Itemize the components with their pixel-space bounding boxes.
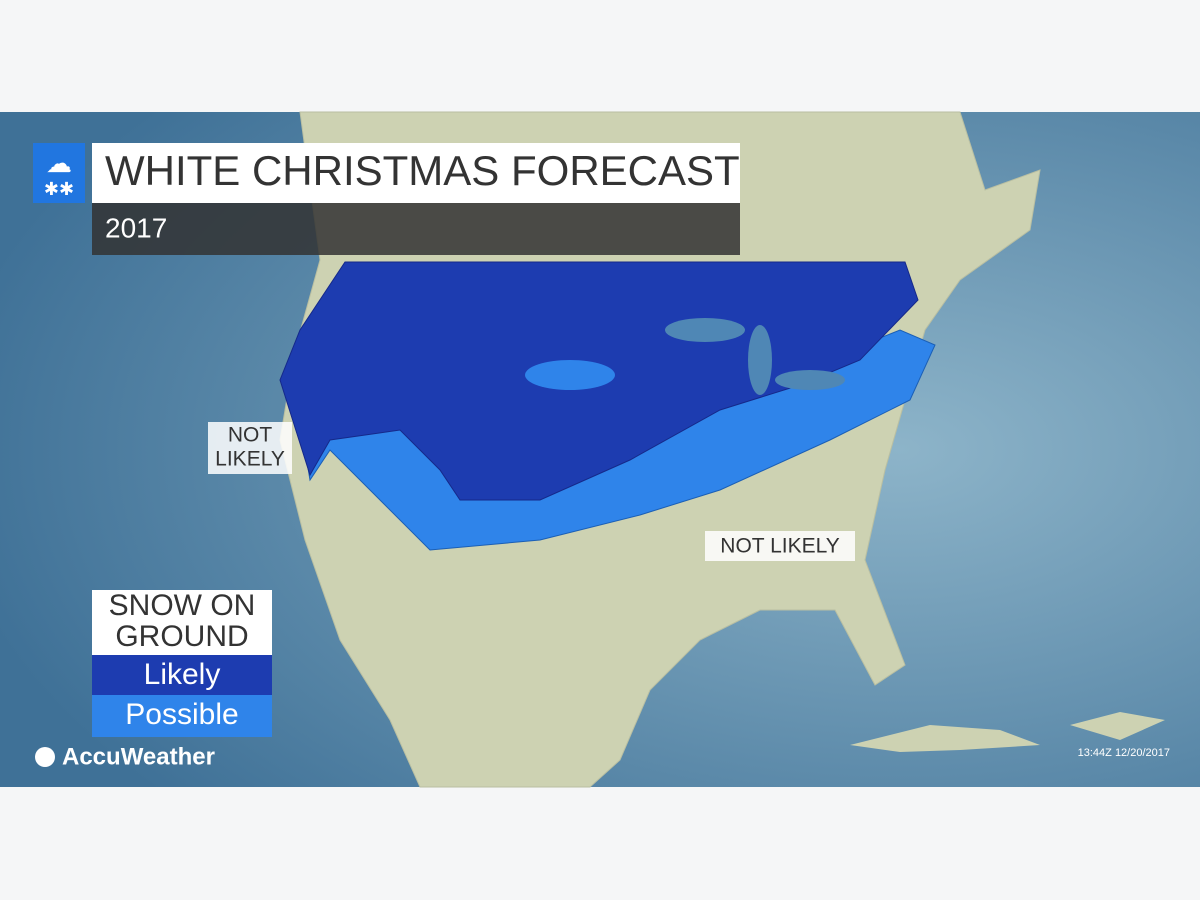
legend-item: Possible xyxy=(125,698,238,731)
legend-title: SNOW ON xyxy=(109,589,256,622)
subtitle-box xyxy=(92,203,740,255)
logo-icon xyxy=(35,747,55,767)
timestamp: 13:44Z 12/20/2017 xyxy=(1078,747,1170,759)
icon-snow: ✱✱ xyxy=(44,179,74,199)
map-label: LIKELY xyxy=(215,448,285,471)
lake xyxy=(665,318,745,342)
label-box xyxy=(208,422,292,474)
legend-title-box xyxy=(92,590,272,655)
title: WHITE CHRISTMAS FORECAST xyxy=(105,147,740,194)
legend-title: GROUND xyxy=(115,620,248,653)
snow-possible xyxy=(525,360,615,390)
map-label: NOT xyxy=(228,424,273,447)
island xyxy=(850,725,1040,752)
subtitle: 2017 xyxy=(105,212,167,243)
legend-item: Likely xyxy=(144,658,221,691)
title-box xyxy=(92,143,740,203)
lake xyxy=(748,325,772,395)
icon-cloud: ☁ xyxy=(46,148,72,178)
legend-swatch xyxy=(92,655,272,695)
island xyxy=(1070,712,1165,740)
brand: AccuWeather xyxy=(62,743,215,770)
legend-swatch xyxy=(92,695,272,737)
weather-icon xyxy=(33,143,85,203)
lake xyxy=(775,370,845,390)
label-box xyxy=(705,531,855,561)
map-label: NOT LIKELY xyxy=(720,535,839,558)
